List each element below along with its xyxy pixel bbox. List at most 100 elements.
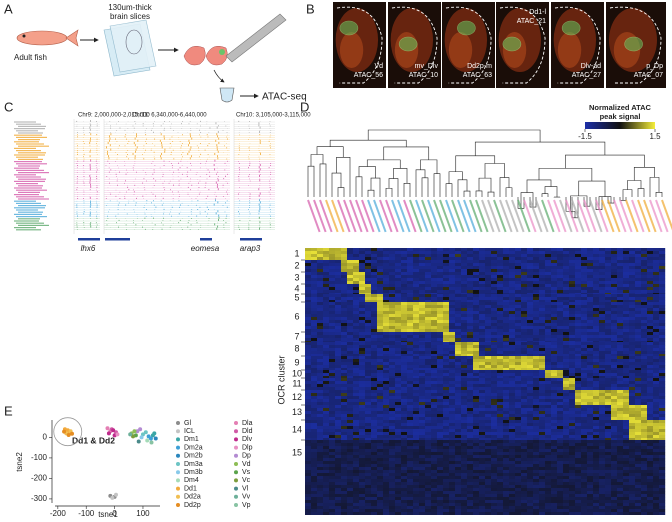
- heatmap-cell: [641, 341, 648, 342]
- panel-label: B: [306, 1, 315, 16]
- heatmap-cell: [575, 305, 582, 309]
- heatmap-cell: [437, 263, 444, 267]
- heatmap-cell: [653, 314, 660, 318]
- heatmap-cell: [539, 341, 546, 342]
- heatmap-cell: [539, 294, 546, 298]
- heatmap-cell: [545, 348, 552, 352]
- heatmap-cell: [431, 408, 438, 412]
- heatmap-cell: [353, 378, 360, 382]
- heatmap-cell: [575, 272, 582, 276]
- heatmap-cell: [443, 305, 450, 309]
- heatmap-cell: [455, 396, 462, 400]
- heatmap-cell: [545, 387, 552, 390]
- heatmap-cell: [485, 251, 492, 255]
- heatmap-cell: [335, 368, 342, 370]
- heatmap-cell: [587, 275, 594, 279]
- heatmap-cell: [389, 323, 396, 327]
- heatmap-cell: [587, 365, 594, 369]
- heatmap-cell: [635, 266, 642, 270]
- heatmap-cell: [563, 251, 570, 255]
- heatmap-cell: [479, 305, 486, 309]
- sample-label: [577, 199, 591, 233]
- heatmap-cell: [413, 338, 420, 342]
- heatmap-cell: [365, 341, 372, 342]
- heatmap-cell: [359, 305, 366, 309]
- track-label: [14, 167, 39, 169]
- heatmap-cell: [383, 390, 390, 394]
- heatmap-cell: [389, 278, 396, 282]
- heatmap-cell: [509, 275, 516, 279]
- heatmap-cell: [383, 376, 390, 378]
- heatmap-cell: [659, 405, 666, 409]
- heatmap-cell: [311, 254, 318, 258]
- heatmap-cell: [443, 311, 450, 315]
- heatmap-cell: [533, 335, 540, 339]
- heatmap-cell: [341, 269, 348, 272]
- heatmap-cell: [305, 302, 312, 306]
- heatmap-cell: [305, 308, 312, 312]
- heatmap-cell: [575, 356, 582, 360]
- heatmap-cell: [413, 370, 420, 374]
- heatmap-cell: [455, 269, 462, 272]
- heatmap-cell: [599, 257, 606, 260]
- heatmap-cell: [455, 287, 462, 291]
- heatmap-cell: [539, 354, 546, 356]
- heatmap-cell: [521, 378, 528, 382]
- heatmap-cell: [617, 263, 624, 267]
- heatmap-cell: [473, 305, 480, 309]
- heatmap-cell: [311, 396, 318, 400]
- heatmap-cell: [539, 251, 546, 255]
- heatmap-cell: [371, 393, 378, 397]
- heatmap-cell: [497, 297, 504, 301]
- heatmap-cell: [359, 251, 366, 255]
- sample-label: [553, 199, 567, 233]
- heatmap-cell: [617, 278, 624, 282]
- heatmap-cell: [335, 338, 342, 342]
- heatmap-cell: [647, 396, 654, 400]
- heatmap-cell: [629, 390, 636, 394]
- heatmap-cell: [635, 335, 642, 339]
- heatmap-cell: [347, 248, 354, 252]
- heatmap-cell: [641, 368, 648, 370]
- heatmap-cell: [581, 297, 588, 301]
- heatmap-cell: [647, 294, 654, 298]
- heatmap-cell: [485, 381, 492, 385]
- heatmap-cell: [527, 341, 534, 342]
- heatmap-cell: [329, 281, 336, 284]
- heatmap-cell: [635, 269, 642, 272]
- heatmap-cell: [581, 293, 588, 294]
- heatmap-cell: [605, 332, 612, 336]
- heatmap-cell: [395, 405, 402, 409]
- heatmap-cell: [311, 356, 318, 360]
- dendrogram-branch: [383, 146, 430, 160]
- heatmap-cell: [311, 278, 318, 282]
- heatmap-cell: [377, 332, 384, 336]
- heatmap-cell: [587, 323, 594, 327]
- heatmap-cell: [353, 376, 360, 378]
- heatmap-cell: [317, 329, 324, 332]
- heatmap-cell: [593, 278, 600, 282]
- heatmap-cell: [641, 351, 648, 355]
- heatmap-cell: [395, 362, 402, 366]
- heatmap-cell: [491, 402, 498, 405]
- heatmap-cell: [587, 326, 594, 330]
- heatmap-cell: [359, 348, 366, 352]
- heatmap-cell: [539, 297, 546, 301]
- heatmap-cell: [623, 278, 630, 282]
- heatmap-cell: [473, 251, 480, 255]
- heatmap-cell: [437, 335, 444, 339]
- heatmap-cell: [557, 376, 564, 378]
- heatmap-cell: [503, 263, 510, 267]
- track-label: [14, 134, 42, 136]
- heatmap-cell: [611, 354, 618, 356]
- track-label: [16, 229, 41, 231]
- heatmap-cell: [347, 396, 354, 400]
- heatmap-cell: [329, 378, 336, 382]
- heatmap-cell: [491, 370, 498, 374]
- heatmap-cell: [539, 411, 546, 415]
- heatmap-cell: [587, 341, 594, 342]
- heatmap-cell: [641, 320, 648, 324]
- heatmap-cell: [413, 373, 420, 377]
- heatmap-cell: [593, 266, 600, 270]
- heatmap-cell: [317, 257, 324, 260]
